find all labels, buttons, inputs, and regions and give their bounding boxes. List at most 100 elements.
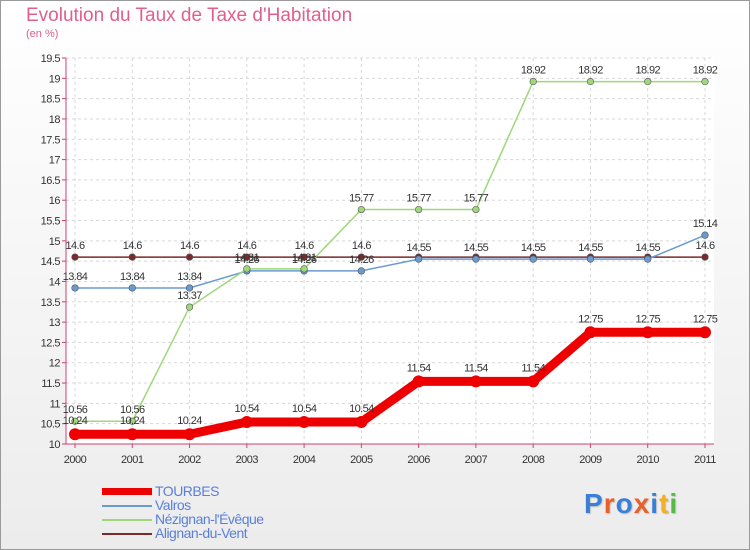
y-tick-label: 15.5 xyxy=(41,216,61,228)
y-tick-label: 19.5 xyxy=(41,53,61,65)
point-valros xyxy=(71,284,79,292)
y-tick-label: 16.5 xyxy=(41,175,61,187)
data-label-tourbes: 12.75 xyxy=(693,313,718,325)
point-tourbes xyxy=(527,375,540,388)
point-alignan-du-vent xyxy=(185,253,194,261)
point-tourbes xyxy=(699,326,711,339)
x-tick-label: 2007 xyxy=(465,454,488,466)
data-label-valros: 13.84 xyxy=(63,271,88,283)
point-alignan-du-vent xyxy=(701,253,709,261)
point-nezignan-l-eveque xyxy=(529,77,537,86)
y-tick-label: 17.5 xyxy=(41,134,61,146)
data-label-alignan-du-vent: 14.6 xyxy=(237,240,256,252)
legend-label-alignan: Alignan-du-Vent xyxy=(155,525,248,541)
point-nezignan-l-eveque xyxy=(472,205,480,214)
data-label-tourbes: 10.24 xyxy=(177,415,202,427)
grid xyxy=(66,57,714,445)
data-label-valros: 14.55 xyxy=(521,242,546,254)
y-tick-label: 14 xyxy=(49,276,61,288)
y-tick-label: 10 xyxy=(49,439,61,451)
legend-swatch-valros xyxy=(102,505,152,507)
data-label-nezignan-l-eveque: 15.77 xyxy=(349,193,374,205)
x-tick-label: 2010 xyxy=(636,454,659,466)
legend-swatch-alignan xyxy=(102,533,152,535)
y-tick-label: 15 xyxy=(49,236,61,248)
data-label-tourbes: 11.54 xyxy=(521,362,545,374)
point-nezignan-l-eveque xyxy=(128,417,136,425)
point-nezignan-l-eveque xyxy=(243,265,251,273)
proxiti-letter: r xyxy=(603,488,616,519)
point-valros xyxy=(701,231,709,239)
y-tick-label: 16 xyxy=(49,195,61,207)
data-label-alignan-du-vent: 14.6 xyxy=(295,240,314,252)
point-tourbes xyxy=(126,428,139,441)
data-label-nezignan-l-eveque: 10.56 xyxy=(63,404,88,416)
x-tick-label: 2004 xyxy=(293,454,316,466)
point-tourbes xyxy=(469,375,482,388)
y-tick-label: 13 xyxy=(49,317,61,329)
legend-swatch-nezignan xyxy=(102,519,152,521)
series-line-valros xyxy=(74,234,706,289)
data-label-tourbes: 12.75 xyxy=(635,313,660,325)
point-nezignan-l-eveque xyxy=(300,265,308,273)
y-tick-label: 10.5 xyxy=(41,419,61,431)
legend-swatch-tourbes xyxy=(102,488,152,495)
plot-area xyxy=(66,58,714,444)
x-tick-label: 2001 xyxy=(121,454,144,466)
x-tick-label: 2008 xyxy=(522,454,545,466)
proxiti-letter: x xyxy=(633,488,651,519)
data-label-nezignan-l-eveque: 13.37 xyxy=(177,290,202,302)
point-alignan-du-vent xyxy=(243,253,251,261)
data-label-tourbes: 11.54 xyxy=(464,362,488,374)
data-label-nezignan-l-eveque: 18.92 xyxy=(578,65,603,77)
point-tourbes xyxy=(584,326,597,339)
y-tick-label: 11 xyxy=(50,398,61,410)
point-nezignan-l-eveque xyxy=(357,205,365,214)
data-label-valros: 14.26 xyxy=(292,254,317,266)
point-nezignan-l-eveque xyxy=(586,77,595,86)
proxiti-letter: o xyxy=(615,488,634,519)
data-label-valros: 14.26 xyxy=(235,254,260,266)
y-tick-label: 11.5 xyxy=(41,378,60,390)
data-label-valros: 14.26 xyxy=(349,254,374,266)
point-valros xyxy=(185,284,194,292)
point-nezignan-l-eveque xyxy=(185,303,194,311)
data-label-tourbes: 10.24 xyxy=(120,415,145,427)
point-tourbes xyxy=(240,416,253,429)
data-label-nezignan-l-eveque: 14.31 xyxy=(235,252,260,264)
data-label-nezignan-l-eveque: 18.92 xyxy=(693,65,718,77)
proxiti-letter: t xyxy=(659,488,670,519)
x-tick-label: 2006 xyxy=(407,454,430,466)
data-label-tourbes: 11.54 xyxy=(407,362,431,374)
data-label-tourbes: 12.75 xyxy=(578,313,603,325)
y-tick-label: 18.5 xyxy=(41,94,61,106)
x-tick-label: 2003 xyxy=(236,454,259,466)
point-nezignan-l-eveque xyxy=(71,417,79,425)
point-alignan-du-vent xyxy=(357,253,365,261)
y-tick-label: 14.5 xyxy=(41,256,61,268)
point-tourbes xyxy=(355,416,368,429)
point-alignan-du-vent xyxy=(128,253,136,261)
proxiti-letter: P xyxy=(584,488,604,519)
proxiti-letter: i xyxy=(650,488,660,519)
legend-label-valros: Valros xyxy=(155,497,191,513)
point-valros xyxy=(586,255,595,263)
legend-label-tourbes: TOURBES xyxy=(155,483,219,499)
y-tick-label: 12 xyxy=(49,358,61,370)
point-alignan-du-vent xyxy=(71,253,79,261)
legend-label-nezignan: Nézignan-l'Évêque xyxy=(155,511,264,527)
y-tick-label: 12.5 xyxy=(41,337,61,349)
data-label-tourbes: 10.54 xyxy=(349,403,374,415)
series-lines xyxy=(69,77,711,441)
data-label-valros: 14.55 xyxy=(578,242,603,254)
data-label-nezignan-l-eveque: 15.77 xyxy=(406,193,431,205)
data-label-alignan-du-vent: 14.6 xyxy=(695,240,714,252)
point-tourbes xyxy=(298,416,311,429)
proxiti-letter: i xyxy=(669,488,679,519)
series-line-tourbes xyxy=(70,327,710,439)
data-label-valros: 13.84 xyxy=(120,271,145,283)
data-label-valros: 14.55 xyxy=(635,242,660,254)
point-nezignan-l-eveque xyxy=(415,205,423,214)
point-valros xyxy=(415,255,423,263)
